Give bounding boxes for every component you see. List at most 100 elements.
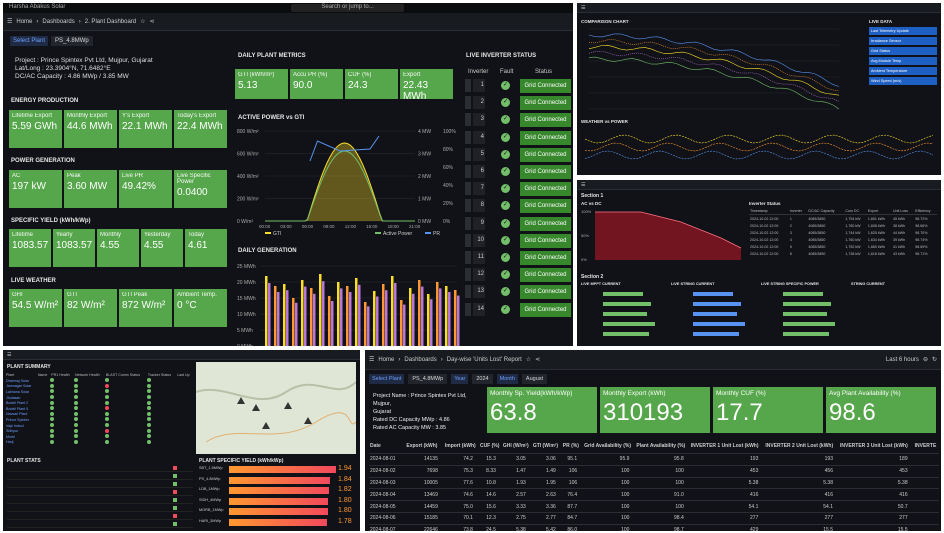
energy-tile: Monthly Export 44.6 MWh xyxy=(64,110,117,148)
yield-tile: Lifetime 1083.57 xyxy=(9,229,51,267)
health-cell xyxy=(104,395,147,401)
table-header[interactable]: Cum DC xyxy=(844,208,867,215)
x-tick: 00:00 xyxy=(259,224,271,229)
table-header[interactable]: Date xyxy=(370,443,381,449)
inverter-number: 13 xyxy=(473,285,485,299)
table-cell: 1,738 kW xyxy=(845,251,861,256)
table-header[interactable]: Inverter xyxy=(788,208,808,215)
table-cell: 1,780 kW xyxy=(845,223,861,228)
table-header[interactable]: Tracker Status xyxy=(147,373,172,377)
table-cell: 41 kWh xyxy=(892,244,906,249)
table-header[interactable]: Timestamp xyxy=(749,208,789,215)
table-header[interactable]: Grid Availability (%) xyxy=(584,443,632,449)
inverter-row-marker xyxy=(465,268,471,282)
filter-dropdown[interactable]: PS_4.8MWp xyxy=(408,374,448,384)
yield-section-title: SPECIFIC YIELD (kWh/kWp) xyxy=(11,218,91,224)
plant-link[interactable]: Dharmaj Solar xyxy=(6,378,29,383)
table-header[interactable]: Last Up xyxy=(177,373,190,377)
time-range-picker[interactable]: Last 6 hours xyxy=(885,356,919,363)
mr-menu-icon[interactable]: ☰ xyxy=(581,181,586,188)
plant-link[interactable]: Sidhpur xyxy=(6,429,19,434)
table-row: Lakhana Solar xyxy=(5,389,193,395)
star-icon[interactable]: ☆ xyxy=(140,19,146,25)
plant-name-cell xyxy=(37,440,50,446)
table-row: 2024-10-02 12:00 2 4085/3850 1,780 kW 1,608 … xyxy=(749,222,937,229)
table-header[interactable]: Import (kWh) xyxy=(444,443,476,449)
plant-map[interactable] xyxy=(195,362,357,454)
breadcrumb-home[interactable]: Home xyxy=(16,18,33,25)
health-dot xyxy=(50,406,55,411)
refresh-icon[interactable]: ↻ xyxy=(931,357,937,363)
table-header[interactable]: PR (%) xyxy=(562,443,579,449)
col-inverter: Inverter xyxy=(468,69,489,75)
table-header[interactable]: Efficiency xyxy=(914,208,937,215)
health-dot xyxy=(74,400,78,405)
table-row: Harij xyxy=(5,439,193,446)
zoom-icon[interactable]: ⊖ xyxy=(922,357,928,363)
table-header[interactable]: GHI (W/m²) xyxy=(502,443,529,449)
health-cell xyxy=(146,400,176,406)
plant-link[interactable]: Bodeli Plant 5 xyxy=(6,406,29,411)
y-tick: 0 MWh xyxy=(237,344,253,346)
table-cell: 98.70% xyxy=(915,230,928,235)
stat-tile: Avg Plant Availability (%) 98.6 xyxy=(826,387,936,433)
plant-link[interactable]: Navsari Plant xyxy=(6,412,28,417)
breadcrumb-dashboards[interactable]: Dashboards xyxy=(42,18,75,25)
table-header[interactable]: CUF (%) xyxy=(479,443,500,449)
report-star-icon[interactable]: ☆ xyxy=(525,357,532,363)
pct-tick: 0% xyxy=(581,257,587,262)
table-cell: 1,754 kW xyxy=(845,216,861,221)
energy-label: Y's Export xyxy=(122,113,150,119)
stat-tile: Monthly Sp. Yield(kWh/kWp) 63.8 xyxy=(487,387,597,433)
plant-link[interactable]: Jhulasan xyxy=(6,395,21,400)
table-header[interactable]: Export (kWh) xyxy=(406,443,438,449)
energy-section-title: ENERGY PRODUCTION xyxy=(11,98,79,104)
table-header[interactable]: Plant Availability (%) xyxy=(636,443,686,449)
table-header[interactable]: INVERTE xyxy=(914,443,937,449)
plant-link[interactable]: Bodeli Plant 2 xyxy=(6,401,29,406)
report-breadcrumb-dashboards[interactable]: Dashboards xyxy=(404,356,437,363)
plant-link[interactable]: Vapi Indsol xyxy=(6,423,24,428)
plant-link[interactable]: Lakhana Solar xyxy=(6,389,30,394)
filter-dropdown[interactable]: 2024 xyxy=(472,374,493,384)
table-header[interactable]: Plant xyxy=(6,373,15,377)
plant-link[interactable]: Jamnagar Solar xyxy=(6,384,32,389)
filter-dropdown[interactable]: August xyxy=(521,374,548,384)
table-header[interactable]: Name xyxy=(37,373,48,377)
table-header[interactable]: PR1 Health xyxy=(51,373,70,377)
table-header[interactable]: Unit Loss xyxy=(891,208,915,215)
table-cell: 193 xyxy=(750,456,759,463)
table-header[interactable]: Network Health xyxy=(75,373,100,377)
report-menu-icon[interactable]: ☰ xyxy=(369,357,375,363)
table-header[interactable]: INVERTER 2 Unit Lost (kWh) xyxy=(765,443,834,449)
table-header[interactable]: DC/AC Capacity xyxy=(807,208,845,215)
select-plant-dropdown[interactable]: PS_4.8MWp xyxy=(51,36,93,46)
menu-icon[interactable]: ☰ xyxy=(7,19,13,25)
project-info: Project : Prince Spintex Pvt Ltd, Mujpur… xyxy=(15,57,153,81)
fleet-summary-panel: ☰ PLANT SUMMARY Plant Name PR1 Health Netwo… xyxy=(3,350,360,531)
table-cell: 98.4 xyxy=(674,515,684,522)
plant-link[interactable]: Harij xyxy=(6,440,14,445)
table-cell: 1,760 kW xyxy=(845,237,861,242)
bl-menu-icon[interactable]: ☰ xyxy=(7,351,12,358)
check-icon: ✓ xyxy=(501,304,510,314)
table-cell: 2.63 xyxy=(546,491,556,498)
daily-bar-secondary xyxy=(448,292,451,346)
table-header[interactable]: BLAST Comm Status xyxy=(105,373,140,377)
table-header[interactable]: INVERTER 1 Unit Lost (kWh) xyxy=(690,443,759,449)
search-input[interactable]: Search or jump to... xyxy=(291,4,404,12)
plant-link[interactable]: Prince Spintex xyxy=(6,417,30,422)
legend-swatch xyxy=(425,232,431,234)
tr-menu-icon[interactable]: ☰ xyxy=(581,4,586,11)
share-icon[interactable]: ⋖ xyxy=(149,19,155,25)
report-breadcrumb-home[interactable]: Home xyxy=(378,356,395,363)
table-header[interactable]: INVERTER 3 Unit Lost (kWh) xyxy=(839,443,908,449)
active-power-line xyxy=(265,150,415,222)
plant-link[interactable]: Morbi xyxy=(6,434,15,439)
table-header[interactable]: Export xyxy=(866,208,892,215)
grid-status-badge: Grid Connected xyxy=(520,165,571,179)
yield-value: 1083.57 xyxy=(56,240,93,251)
report-share-icon[interactable]: ⋖ xyxy=(535,357,541,363)
table-header[interactable]: GTI (W/m²) xyxy=(532,443,559,449)
yield-value: 1.80 xyxy=(338,507,352,514)
